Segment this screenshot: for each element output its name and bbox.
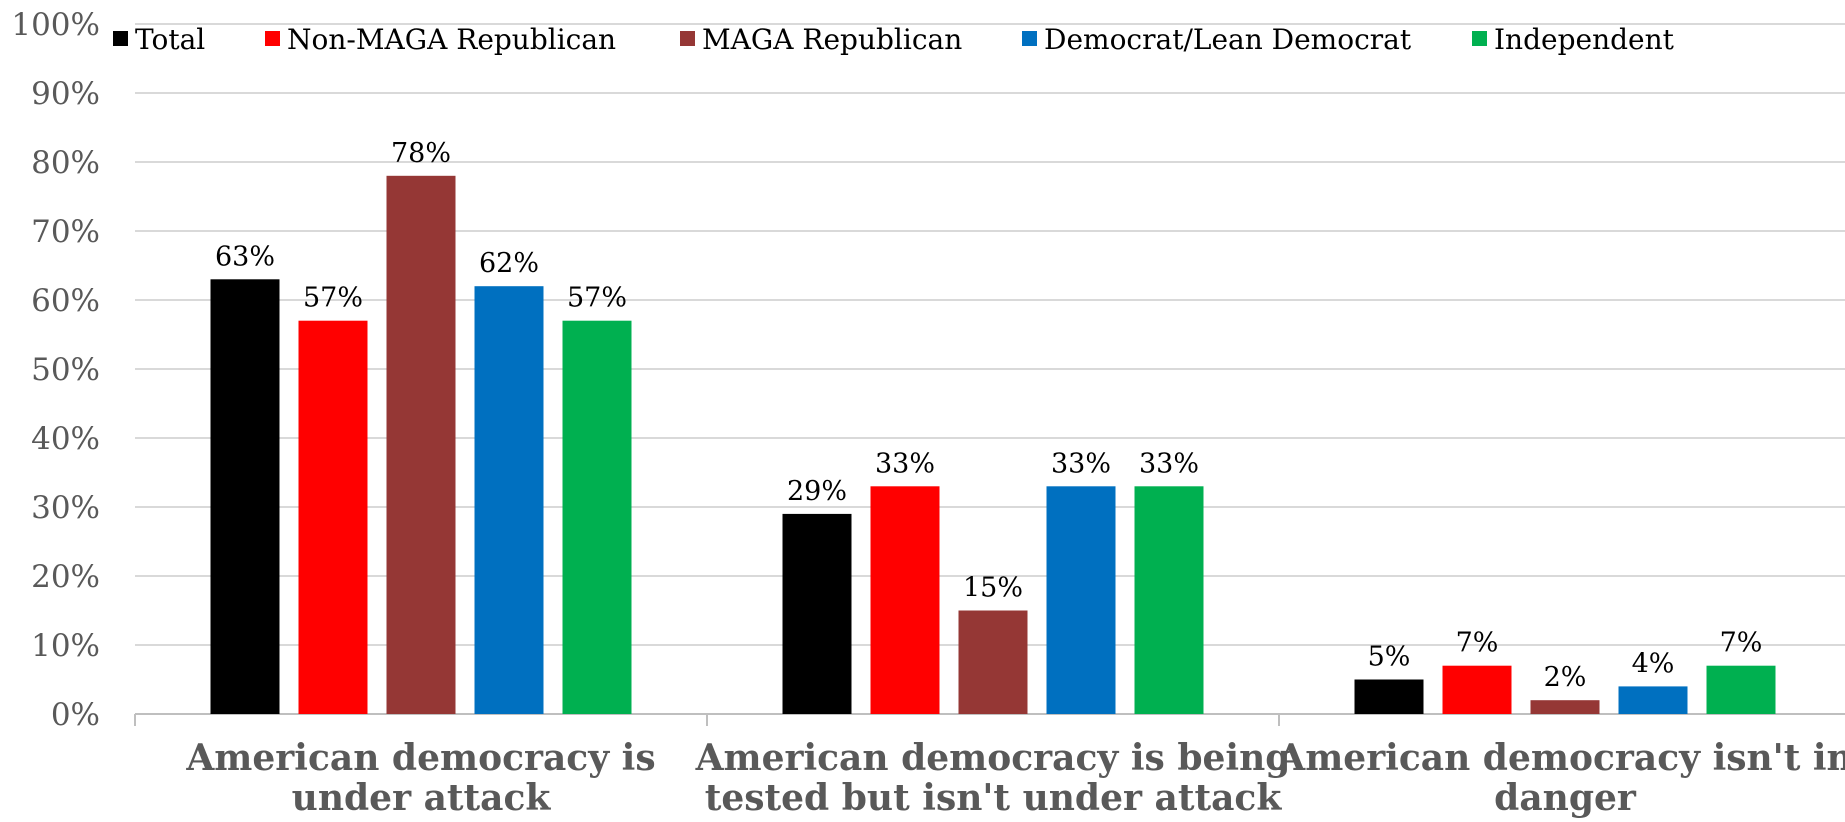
legend-label: Total xyxy=(135,23,205,56)
data-label: 33% xyxy=(1051,448,1111,479)
bar xyxy=(1134,486,1204,714)
data-label: 2% xyxy=(1544,662,1587,693)
bar xyxy=(782,513,852,714)
bar xyxy=(210,279,280,714)
bars xyxy=(210,175,1776,715)
data-label: 63% xyxy=(215,241,275,272)
legend-swatch xyxy=(1022,31,1037,46)
y-tick-label: 0% xyxy=(51,697,100,733)
y-tick-label: 40% xyxy=(31,421,100,457)
x-tick-label: tested but isn't under attack xyxy=(705,777,1283,819)
data-label: 57% xyxy=(303,283,363,314)
data-label: 57% xyxy=(567,283,627,314)
bar xyxy=(1354,679,1424,714)
bar xyxy=(1530,700,1600,714)
legend-label: Non-MAGA Republican xyxy=(287,23,616,56)
x-tick-label: American democracy is being xyxy=(695,737,1291,779)
legend-swatch xyxy=(113,31,128,46)
data-label: 5% xyxy=(1368,642,1411,673)
data-label: 4% xyxy=(1632,648,1675,679)
legend-swatch xyxy=(265,31,280,46)
legend-swatch xyxy=(1472,31,1487,46)
legend-swatch xyxy=(680,31,695,46)
data-labels: 63% 57% 78% 62% 57% 29% 33% 15% 33% 33% 5% 7% 2% 4% 7% xyxy=(215,138,1762,693)
y-tick-label: 50% xyxy=(31,352,100,388)
x-tick-label: danger xyxy=(1494,777,1637,819)
y-tick-label: 70% xyxy=(31,214,100,250)
y-tick-label: 90% xyxy=(31,76,100,112)
bar xyxy=(562,320,632,714)
y-axis: 0% 10% 20% 30% 40% 50% 60% 70% 80% 90% 100% xyxy=(11,7,1845,733)
bar xyxy=(870,486,940,714)
y-tick-label: 100% xyxy=(11,7,100,43)
data-label: 15% xyxy=(963,573,1023,604)
y-tick-label: 20% xyxy=(31,559,100,595)
legend-label: Independent xyxy=(1494,23,1675,56)
y-tick-label: 30% xyxy=(31,490,100,526)
bar xyxy=(1618,686,1688,714)
bar xyxy=(958,610,1028,714)
x-tick-label: under attack xyxy=(292,777,552,819)
data-label: 33% xyxy=(875,448,935,479)
bar xyxy=(386,175,456,715)
legend: Total Non-MAGA Republican MAGA Republican D… xyxy=(113,23,1675,56)
y-tick-label: 80% xyxy=(31,145,100,181)
y-tick-label: 10% xyxy=(31,628,100,664)
data-label: 33% xyxy=(1139,448,1199,479)
data-label: 7% xyxy=(1456,628,1499,659)
bar xyxy=(1046,486,1116,714)
y-tick-label: 60% xyxy=(31,283,100,319)
data-label: 78% xyxy=(391,138,451,169)
x-tick-label: American democracy is xyxy=(185,737,655,779)
x-tick-label: American democracy isn't in xyxy=(1276,737,1845,779)
data-label: 29% xyxy=(787,476,847,507)
bar xyxy=(474,286,544,714)
bar xyxy=(1442,665,1512,714)
bar xyxy=(1706,665,1776,714)
data-label: 62% xyxy=(479,248,539,279)
bar xyxy=(298,320,368,714)
data-label: 7% xyxy=(1720,628,1763,659)
legend-label: MAGA Republican xyxy=(702,23,962,56)
legend-label: Democrat/Lean Democrat xyxy=(1044,23,1412,56)
